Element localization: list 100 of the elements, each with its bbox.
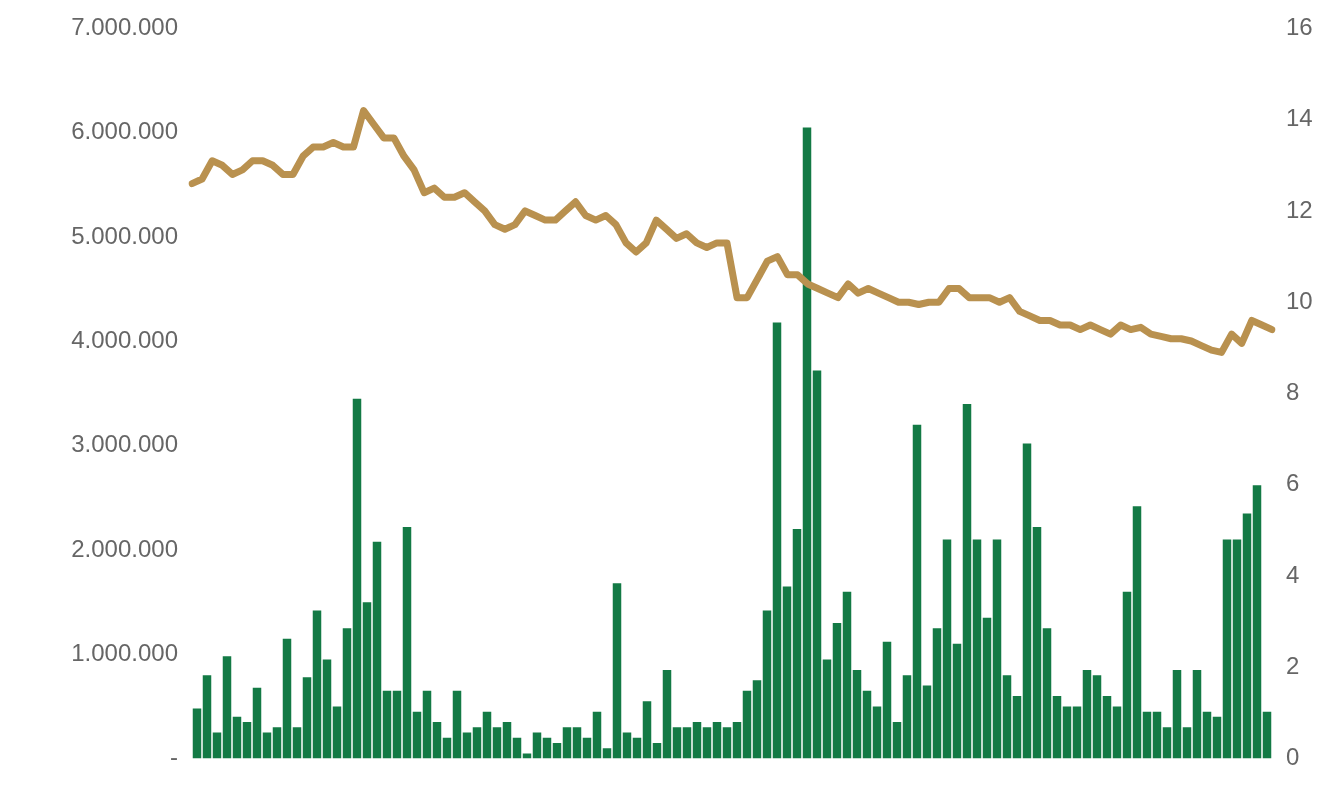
bar <box>222 656 232 759</box>
bar <box>242 722 252 759</box>
bar <box>442 737 452 759</box>
bar <box>1052 696 1062 759</box>
bar <box>1192 669 1202 759</box>
bar <box>662 669 672 759</box>
bar <box>302 677 312 759</box>
bar <box>1022 443 1032 759</box>
bar <box>762 610 772 759</box>
y-tick-label: 3.000.000 <box>71 430 178 458</box>
bar <box>432 722 442 759</box>
bar <box>532 732 542 759</box>
y-tick-label: 14 <box>1286 104 1313 132</box>
bar <box>672 727 682 759</box>
bar <box>1222 539 1232 759</box>
bar <box>502 722 512 759</box>
bar <box>752 680 762 759</box>
bar <box>392 690 402 759</box>
bar <box>682 727 692 759</box>
bar <box>412 711 422 759</box>
y-tick-label: 10 <box>1286 286 1313 314</box>
bar <box>362 602 372 759</box>
bar <box>1072 706 1082 759</box>
bar <box>552 742 562 759</box>
y-tick-label: 7.000.000 <box>71 13 178 41</box>
bar <box>1232 539 1242 759</box>
bar <box>292 727 302 759</box>
bar <box>842 591 852 759</box>
bar <box>832 622 842 759</box>
bar <box>792 529 802 759</box>
bar <box>972 539 982 759</box>
bar <box>312 610 322 759</box>
bar <box>202 675 212 759</box>
bar <box>962 403 972 759</box>
bar <box>822 659 832 759</box>
bar <box>852 669 862 759</box>
bar <box>882 641 892 759</box>
bar <box>872 706 882 759</box>
bar <box>712 722 722 759</box>
bar <box>322 659 332 759</box>
bar <box>812 370 822 759</box>
bar <box>1112 706 1122 759</box>
bar <box>422 690 432 759</box>
bar <box>1002 675 1012 759</box>
bar <box>212 732 222 759</box>
bar <box>612 583 622 759</box>
bar <box>732 722 742 759</box>
bar <box>472 727 482 759</box>
bar <box>1162 727 1172 759</box>
bar <box>1152 711 1162 759</box>
bar <box>272 727 282 759</box>
y-tick-label: - <box>170 743 178 771</box>
bar <box>592 711 602 759</box>
bar <box>802 127 812 759</box>
bar <box>902 675 912 759</box>
bar <box>742 690 752 759</box>
bar <box>702 727 712 759</box>
bar <box>262 732 272 759</box>
bar <box>912 424 922 759</box>
bar <box>192 708 202 759</box>
y-tick-label: 4.000.000 <box>71 325 178 353</box>
bar <box>1242 513 1252 759</box>
bar <box>932 628 942 759</box>
bar <box>772 322 782 759</box>
bar <box>582 737 592 759</box>
bar <box>892 722 902 759</box>
bar <box>1082 669 1092 759</box>
y-tick-label: 8 <box>1286 378 1300 406</box>
y-tick-label: 5.000.000 <box>71 221 178 249</box>
bar <box>382 690 392 759</box>
y-tick-label: 6 <box>1286 469 1300 497</box>
bar <box>1212 716 1222 759</box>
bar <box>522 753 532 759</box>
bar <box>512 737 522 759</box>
bar <box>632 737 642 759</box>
y-tick-label: 4 <box>1286 560 1300 588</box>
bar <box>1092 675 1102 759</box>
bar <box>252 687 262 759</box>
bar <box>1172 669 1182 759</box>
bar <box>492 727 502 759</box>
bar <box>862 690 872 759</box>
bar <box>572 727 582 759</box>
bar <box>1262 711 1272 759</box>
bar <box>652 742 662 759</box>
bar <box>1062 706 1072 759</box>
bar <box>1042 628 1052 759</box>
bar <box>342 628 352 759</box>
bar <box>1182 727 1192 759</box>
y-tick-label: 12 <box>1286 195 1313 223</box>
bar <box>992 539 1002 759</box>
bar <box>982 617 992 759</box>
bar <box>782 586 792 759</box>
bar <box>562 727 572 759</box>
bar <box>402 527 412 759</box>
bar <box>722 727 732 759</box>
bar <box>1142 711 1152 759</box>
bar <box>282 638 292 759</box>
bar <box>922 685 932 759</box>
bar <box>462 732 472 759</box>
y-tick-label: 1.000.000 <box>71 638 178 666</box>
